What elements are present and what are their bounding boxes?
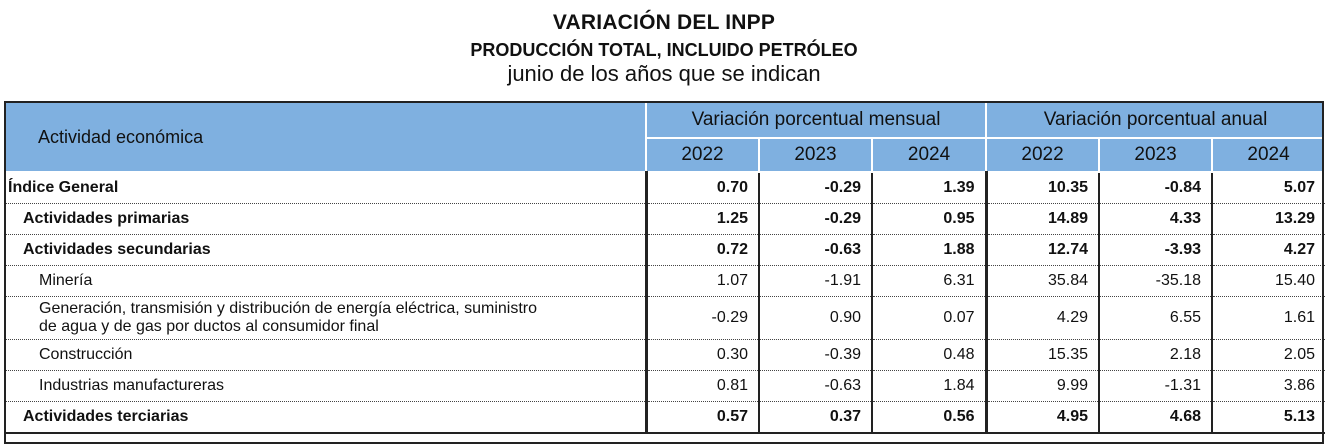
cell-value: 0.70 [644, 171, 759, 204]
row-label: Actividades primarias [5, 203, 646, 235]
table-row: Minería 1.07 -1.91 6.31 35.84 -35.18 15.… [5, 265, 1326, 297]
cell-value: 4.33 [1098, 203, 1213, 235]
row-label: Generación, transmisión y distribución d… [5, 296, 646, 340]
cell-value: 15.35 [984, 339, 1100, 371]
cell-value: 13.29 [1211, 203, 1326, 235]
header-activity: Actividad económica [4, 101, 647, 173]
cell-value: 9.99 [984, 370, 1100, 402]
report-period: junio de los años que se indican [507, 61, 821, 86]
cell-value: 0.48 [870, 339, 987, 371]
table-row: Actividades secundarias 0.72 -0.63 1.88 … [5, 234, 1326, 266]
header-year: 2023 [758, 137, 873, 173]
table-row: Actividades terciarias 0.57 0.37 0.56 4.… [5, 401, 1326, 434]
header-year: 2022 [645, 137, 760, 173]
row-label-line: de agua y de gas por ductos al consumido… [39, 318, 379, 335]
cell-value: 0.90 [758, 296, 872, 340]
cell-value: 1.07 [644, 265, 759, 297]
cell-value: 3.86 [1211, 370, 1326, 402]
row-label: Construcción [5, 339, 646, 371]
cell-value: 0.57 [644, 401, 759, 434]
header-year: 2024 [1211, 137, 1327, 173]
cell-value: 1.84 [870, 370, 987, 402]
cell-value: -0.29 [758, 171, 872, 204]
table-row: Actividades primarias 1.25 -0.29 0.95 14… [5, 203, 1326, 235]
inpp-table: Actividad económica Variación porcentual… [4, 101, 1327, 434]
cell-value: 0.30 [644, 339, 759, 371]
cell-value: 14.89 [984, 203, 1100, 235]
cell-value: 5.07 [1211, 171, 1326, 204]
cell-value: -1.91 [758, 265, 872, 297]
cell-value: 6.55 [1098, 296, 1213, 340]
cell-value: 1.61 [1211, 296, 1326, 340]
cell-value: 1.25 [644, 203, 759, 235]
cell-value: 0.07 [870, 296, 987, 340]
cell-value: 1.88 [870, 234, 987, 266]
header-year: 2022 [985, 137, 1101, 173]
cell-value: -3.93 [1098, 234, 1213, 266]
cell-value: 15.40 [1211, 265, 1326, 297]
cell-value: 0.37 [758, 401, 872, 434]
header-year: 2023 [1098, 137, 1214, 173]
cell-value: -0.29 [758, 203, 872, 235]
cell-value: 4.68 [1098, 401, 1213, 434]
row-label: Índice General [5, 171, 646, 204]
table-row: Construcción 0.30 -0.39 0.48 15.35 2.18 … [5, 339, 1326, 371]
cell-value: -35.18 [1098, 265, 1213, 297]
report-subtitle: PRODUCCIÓN TOTAL, INCLUIDO PETRÓLEO [470, 40, 858, 60]
cell-value: -0.63 [758, 234, 872, 266]
header-year: 2024 [870, 137, 988, 173]
header-monthly: Variación porcentual mensual [644, 101, 988, 139]
cell-value: 2.05 [1211, 339, 1326, 371]
titles-block: VARIACIÓN DEL INPP PRODUCCIÓN TOTAL, INC… [0, 0, 1328, 86]
cell-value: 10.35 [984, 171, 1100, 204]
row-label: Minería [5, 265, 646, 297]
cell-value: -0.39 [758, 339, 872, 371]
cell-value: -1.31 [1098, 370, 1213, 402]
table-row: Generación, transmisión y distribución d… [5, 296, 1326, 340]
row-label: Industrias manufactureras [5, 370, 646, 402]
cell-value: 2.18 [1098, 339, 1213, 371]
cell-value: 4.27 [1211, 234, 1326, 266]
cell-value: 4.29 [984, 296, 1100, 340]
table-row: Índice General 0.70 -0.29 1.39 10.35 -0.… [5, 171, 1326, 204]
cell-value: -0.29 [644, 296, 759, 340]
cell-value: 0.81 [644, 370, 759, 402]
cell-value: 0.95 [870, 203, 987, 235]
row-label-line: Generación, transmisión y distribución d… [39, 300, 538, 317]
cell-value: 1.39 [870, 171, 987, 204]
cell-value: 4.95 [984, 401, 1100, 434]
cell-value: 12.74 [984, 234, 1100, 266]
cell-value: -0.84 [1098, 171, 1213, 204]
cell-value: 35.84 [984, 265, 1100, 297]
cell-value: 0.72 [644, 234, 759, 266]
cell-value: 6.31 [870, 265, 987, 297]
cell-value: -0.63 [758, 370, 872, 402]
cell-value: 0.56 [870, 401, 987, 434]
header-annual: Variación porcentual anual [985, 101, 1327, 139]
row-label: Actividades terciarias [5, 401, 646, 434]
report-title: VARIACIÓN DEL INPP [552, 11, 776, 34]
cell-value: 5.13 [1211, 401, 1326, 434]
table-row: Industrias manufactureras 0.81 -0.63 1.8… [5, 370, 1326, 402]
row-label: Actividades secundarias [5, 234, 646, 266]
